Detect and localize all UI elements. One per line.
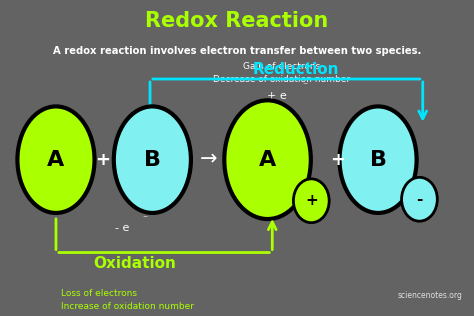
Ellipse shape [401,177,438,221]
Text: →: → [200,150,218,170]
Ellipse shape [18,106,94,213]
Text: A: A [259,150,276,170]
Text: A: A [47,150,64,170]
Text: + e: + e [267,91,287,101]
Text: Oxidation: Oxidation [93,256,176,270]
Text: +: + [305,193,318,208]
Text: ⁻: ⁻ [302,82,308,92]
Text: B: B [144,150,161,170]
Text: +: + [330,151,346,169]
Ellipse shape [114,106,191,213]
Ellipse shape [224,100,311,219]
Text: sciencenotes.org: sciencenotes.org [398,291,463,300]
Text: B: B [370,150,387,170]
Ellipse shape [339,106,417,213]
Text: Redox Reaction: Redox Reaction [146,10,328,31]
Text: ⁻: ⁻ [143,214,148,224]
Ellipse shape [293,179,329,223]
Text: Gain of electrons
Decrease of oxidation number: Gain of electrons Decrease of oxidation … [213,62,350,84]
Text: -: - [416,192,423,207]
Text: A redox reaction involves electron transfer between two species.: A redox reaction involves electron trans… [53,46,421,56]
Text: - e: - e [115,223,129,233]
Text: +: + [95,151,110,169]
Text: Loss of electrons
Increase of oxidation number: Loss of electrons Increase of oxidation … [61,289,194,311]
Text: Reduction: Reduction [253,63,339,77]
